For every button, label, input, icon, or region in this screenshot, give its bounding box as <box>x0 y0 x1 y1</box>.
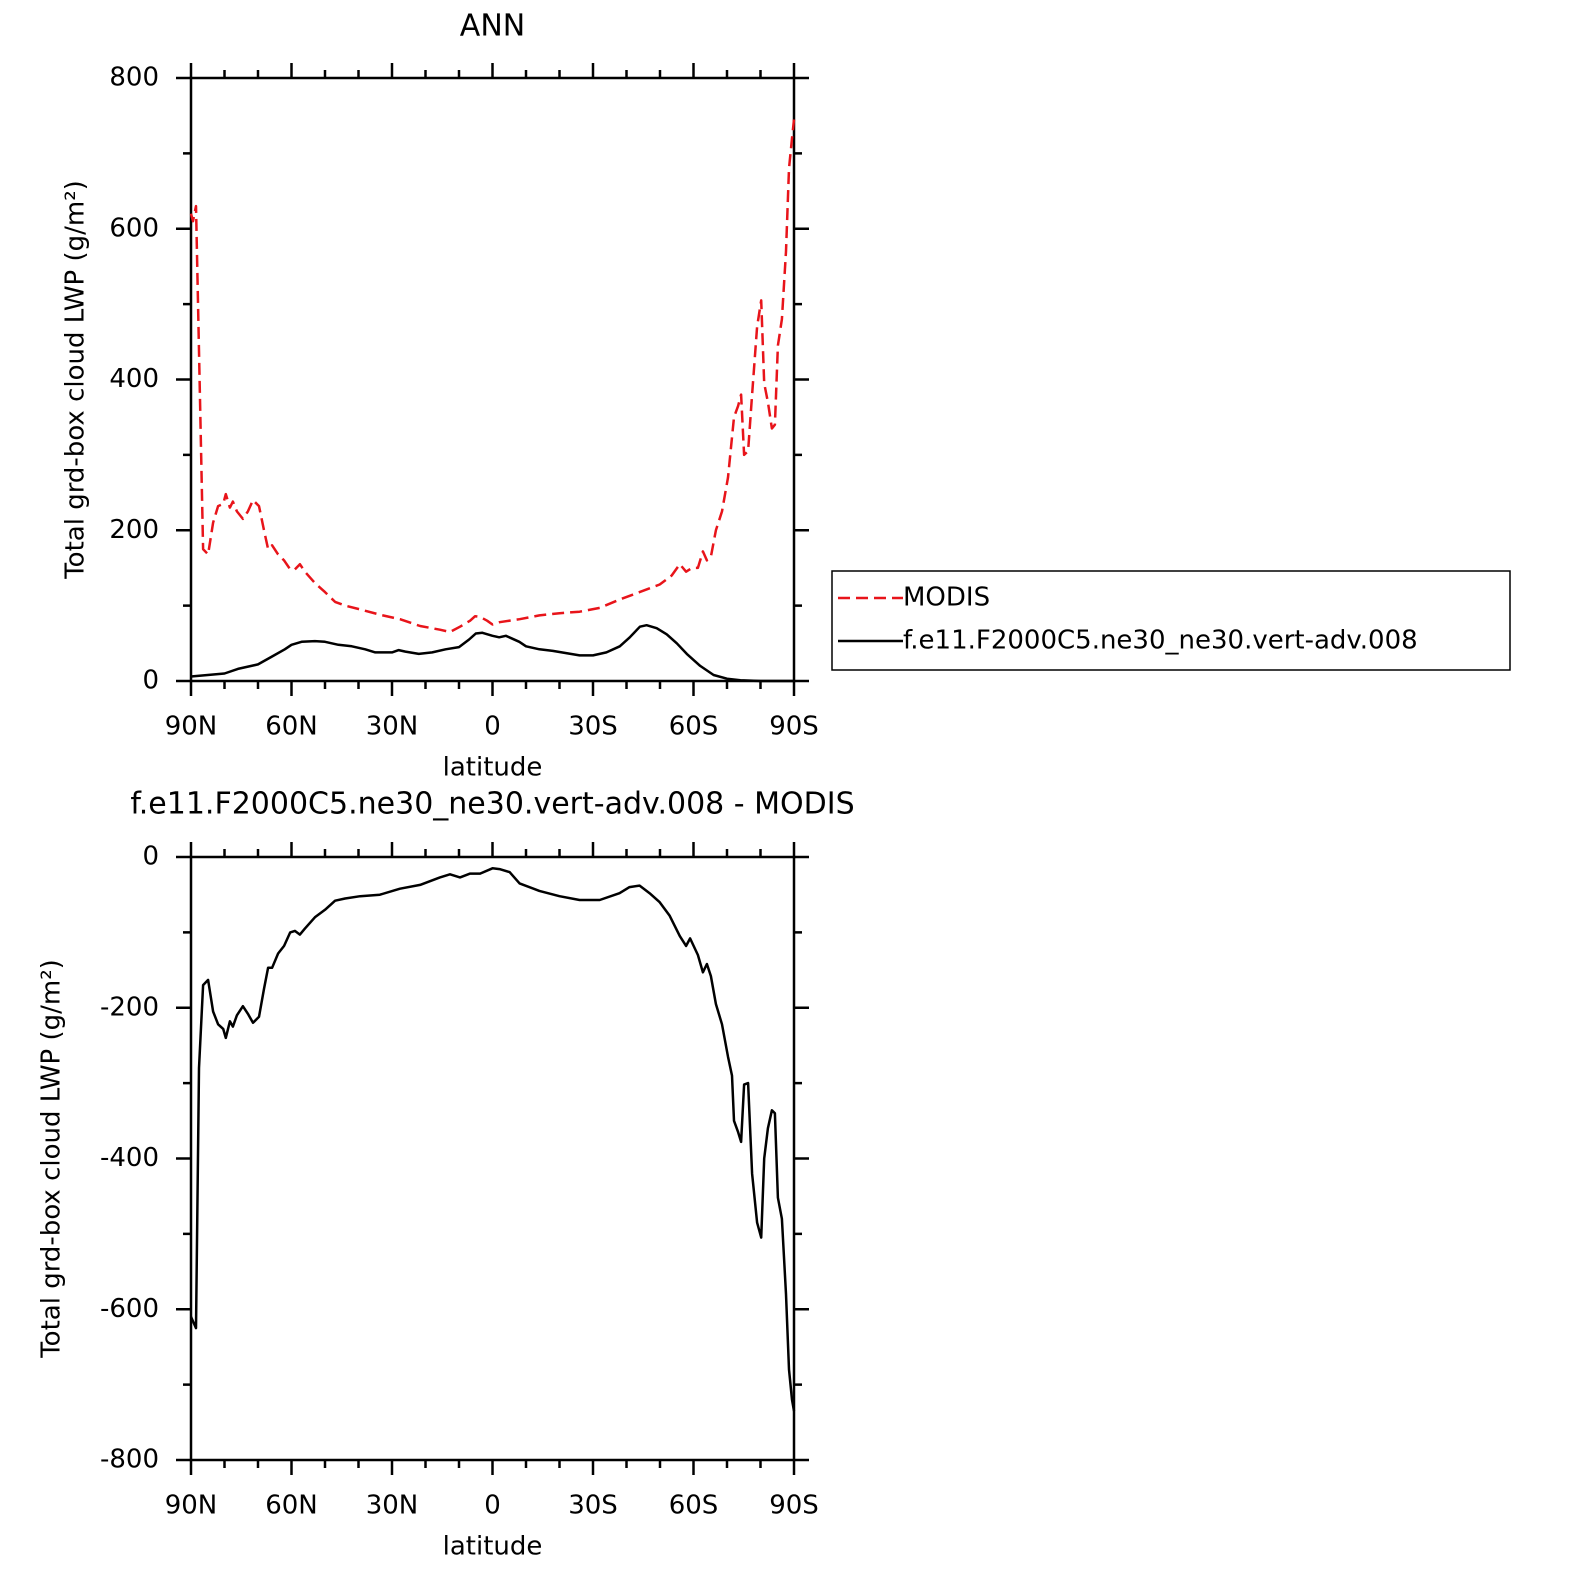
data-line <box>189 867 796 1412</box>
chart-title: ANN <box>460 9 525 44</box>
y-tick-label: 600 <box>109 213 159 243</box>
y-tick-label: -600 <box>100 1294 159 1324</box>
y-tick-label: 400 <box>109 364 159 394</box>
x-axis-label: latitude <box>443 753 543 783</box>
x-tick-label: 30S <box>568 1491 618 1521</box>
legend-label: f.e11.F2000C5.ne30_ne30.vert-adv.008 <box>903 626 1418 656</box>
x-tick-label: 60S <box>669 712 719 742</box>
x-tick-label: 0 <box>484 1491 501 1521</box>
x-tick-label: 90N <box>165 1491 218 1521</box>
x-tick-label: 60S <box>669 1491 719 1521</box>
x-tick-label: 30N <box>366 712 419 742</box>
x-tick-label: 90S <box>769 1491 819 1521</box>
x-axis-label: latitude <box>443 1532 543 1562</box>
x-tick-label: 60N <box>265 1491 318 1521</box>
legend-box <box>831 570 1511 671</box>
y-tick-label: -800 <box>100 1445 159 1475</box>
y-tick-label: 0 <box>142 666 159 696</box>
y-tick-label: 800 <box>109 63 159 93</box>
y-axis-label: Total grd-box cloud LWP (g/m²) <box>37 959 67 1359</box>
x-tick-label: 90S <box>769 712 819 742</box>
x-tick-label: 0 <box>484 712 501 742</box>
legend-label: MODIS <box>903 583 990 613</box>
y-tick-label: 200 <box>109 515 159 545</box>
x-tick-label: 60N <box>265 712 318 742</box>
x-tick-label: 30N <box>366 1491 419 1521</box>
data-line <box>189 119 796 634</box>
x-tick-label: 90N <box>165 712 218 742</box>
plot-frame <box>189 76 796 683</box>
y-tick-label: 0 <box>142 842 159 872</box>
y-axis-label: Total grd-box cloud LWP (g/m²) <box>61 180 91 580</box>
chart-title: f.e11.F2000C5.ne30_ne30.vert-adv.008 - M… <box>130 787 854 822</box>
data-line <box>190 623 794 683</box>
x-tick-label: 30S <box>568 712 618 742</box>
y-tick-label: -400 <box>100 1143 159 1173</box>
y-tick-label: -200 <box>100 992 159 1022</box>
